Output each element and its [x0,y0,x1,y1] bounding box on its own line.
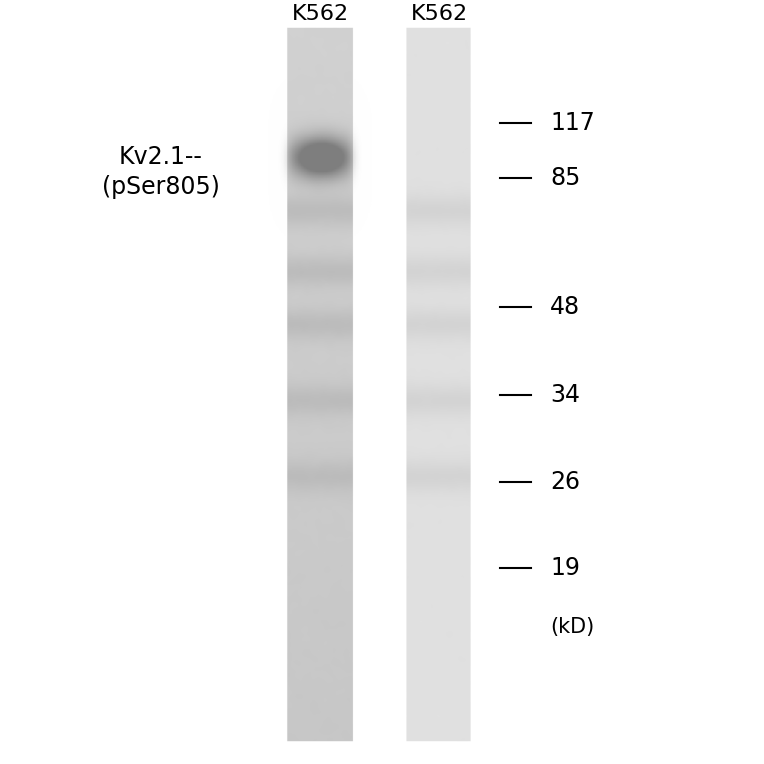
Text: 34: 34 [550,383,580,406]
Text: K562: K562 [411,5,468,24]
Text: 48: 48 [550,295,580,319]
Text: 117: 117 [550,111,595,135]
Text: (kD): (kD) [550,617,594,637]
Text: K562: K562 [293,5,349,24]
Text: Kv2.1--
(pSer805): Kv2.1-- (pSer805) [102,145,219,199]
Text: 85: 85 [550,167,581,190]
Text: 26: 26 [550,470,580,494]
Text: 19: 19 [550,556,580,580]
